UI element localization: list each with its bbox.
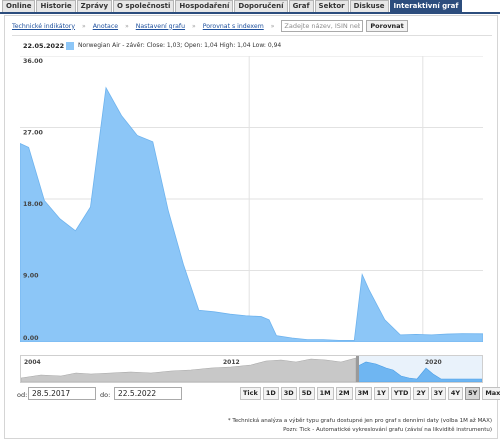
footnote-technical: * Technická analýza a výběr typu grafu d…: [227, 418, 492, 424]
from-date-input[interactable]: [28, 387, 96, 400]
price-chart-svg: 36.00 27.00 18.00 9.00 0.00: [20, 56, 483, 342]
footnote-tick: Pozn: Tick - Automatické vykreslování gr…: [283, 427, 492, 433]
range-button-tick[interactable]: Tick: [240, 387, 261, 400]
range-button-5d[interactable]: 5D: [298, 387, 315, 400]
range-button-3m[interactable]: 3M: [354, 387, 372, 400]
main-tabs: Online Historie Zprávy O společnosti Hospoda…: [0, 0, 500, 13]
annotations-link[interactable]: Anotace: [92, 22, 119, 30]
compare-button[interactable]: Porovnat: [366, 20, 408, 32]
range-button-1d[interactable]: 1D: [262, 387, 279, 400]
tab-historie[interactable]: Historie: [36, 0, 76, 12]
from-label: od:: [17, 391, 28, 399]
toolbar-divider: [12, 35, 492, 36]
navigator-year-label: 2020: [425, 359, 442, 366]
compare-index-link[interactable]: Porovnat s indexem: [202, 22, 264, 30]
navigator-year-label: 2004: [24, 359, 41, 366]
navigator-svg: 2004 2012 2020: [20, 356, 483, 383]
chevron-icon: »: [125, 22, 129, 30]
chevron-icon: »: [192, 22, 196, 30]
y-tick-label: 0.00: [23, 335, 39, 342]
range-button-2y[interactable]: 2Y: [413, 387, 429, 400]
chart-panel: [4, 15, 498, 439]
tab-interaktivní-graf[interactable]: Interaktivní graf: [389, 0, 463, 12]
navigator-history-area: [20, 357, 357, 383]
tab-diskuse[interactable]: Diskuse: [349, 0, 389, 12]
legend-swatch: [66, 42, 74, 50]
y-tick-label: 9.00: [23, 273, 39, 280]
compare-search-input[interactable]: [281, 20, 364, 32]
range-button-5y[interactable]: 5Y: [465, 387, 481, 400]
range-button-2m[interactable]: 2M: [335, 387, 353, 400]
range-button-max[interactable]: Max: [482, 387, 500, 400]
range-button-3y[interactable]: 3Y: [430, 387, 446, 400]
to-date-input[interactable]: [114, 387, 182, 400]
navigator-handle[interactable]: [356, 356, 359, 382]
navigator-selected-area: [357, 361, 483, 383]
y-tick-label: 27.00: [23, 130, 44, 137]
to-label: do:: [100, 391, 111, 399]
technical-indicators-link[interactable]: Technické indikátory: [12, 22, 76, 30]
tab-hospodaření[interactable]: Hospodaření: [175, 0, 234, 12]
navigator-year-label: 2012: [223, 359, 240, 366]
y-tick-label: 36.00: [23, 58, 44, 65]
range-button-3d[interactable]: 3D: [280, 387, 297, 400]
tab-online[interactable]: Online: [2, 0, 36, 12]
price-chart[interactable]: 36.00 27.00 18.00 9.00 0.00: [20, 56, 483, 342]
range-buttons: Tick 1D 3D 5D 1M 2M 3M 1Y YTD 2Y 3Y 4Y 5Y Max: [240, 387, 500, 400]
series-area-norwegian-air: [20, 86, 483, 342]
chevron-icon: »: [82, 22, 86, 30]
range-button-4y[interactable]: 4Y: [447, 387, 464, 400]
current-date: 22.05.2022: [23, 42, 65, 50]
chart-settings-link[interactable]: Nastavení grafu: [135, 22, 186, 30]
legend-entry: Norwegian Air - závěr: Close: 1,03; Open…: [78, 42, 282, 49]
y-tick-label: 18.00: [23, 201, 44, 208]
tabs-underline: [0, 12, 500, 14]
range-button-1m[interactable]: 1M: [316, 387, 334, 400]
tab-doporučení[interactable]: Doporučení: [234, 0, 288, 12]
tab-zprávy[interactable]: Zprávy: [76, 0, 113, 12]
range-button-1y[interactable]: 1Y: [373, 387, 389, 400]
range-button-ytd[interactable]: YTD: [390, 387, 412, 400]
tab-sektor[interactable]: Sektor: [314, 0, 349, 12]
range-navigator[interactable]: 2004 2012 2020: [20, 355, 483, 383]
tab-o-společnosti[interactable]: O společnosti: [113, 0, 175, 12]
tab-graf[interactable]: Graf: [288, 0, 314, 12]
chart-toolbar: Technické indikátory » Anotace » Nastave…: [12, 19, 492, 33]
chevron-icon: »: [270, 22, 275, 30]
